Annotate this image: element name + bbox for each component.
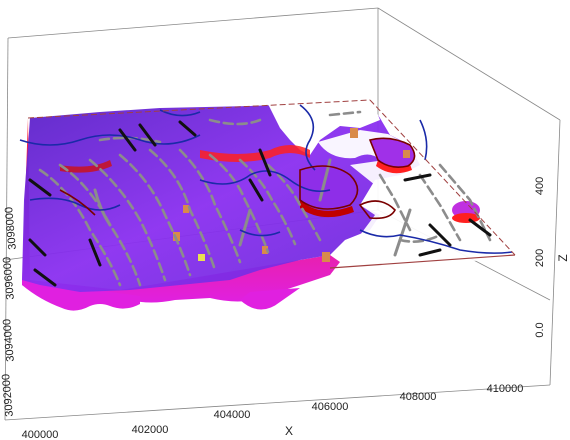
x-axis-label: X xyxy=(285,424,293,438)
y-axis-ticks: 3098000 3096000 3094000 3092000 xyxy=(0,206,19,417)
z-tick-1: 200 xyxy=(534,249,546,267)
x-tick-2: 404000 xyxy=(214,409,251,421)
z-tick-0: 0.0 xyxy=(534,322,546,337)
x-tick-5: 410000 xyxy=(487,383,524,395)
x-tick-4: 408000 xyxy=(400,391,437,403)
z-axis-ticks: 0.0 200 400 xyxy=(534,177,546,338)
terrain-surface xyxy=(19,99,516,311)
x-tick-0: 400000 xyxy=(22,429,59,440)
y-tick-2: 3094000 xyxy=(1,318,17,362)
z-axis-label: Z xyxy=(556,254,570,261)
x-tick-3: 406000 xyxy=(312,401,349,413)
x-tick-1: 402000 xyxy=(132,424,169,436)
y-tick-3: 3092000 xyxy=(0,373,16,417)
z-tick-2: 400 xyxy=(534,177,546,195)
x-axis-ticks: 400000 402000 404000 406000 408000 41000… xyxy=(22,383,524,440)
y-tick-1: 3096000 xyxy=(1,256,17,300)
y-tick-0: 3098000 xyxy=(3,206,19,250)
